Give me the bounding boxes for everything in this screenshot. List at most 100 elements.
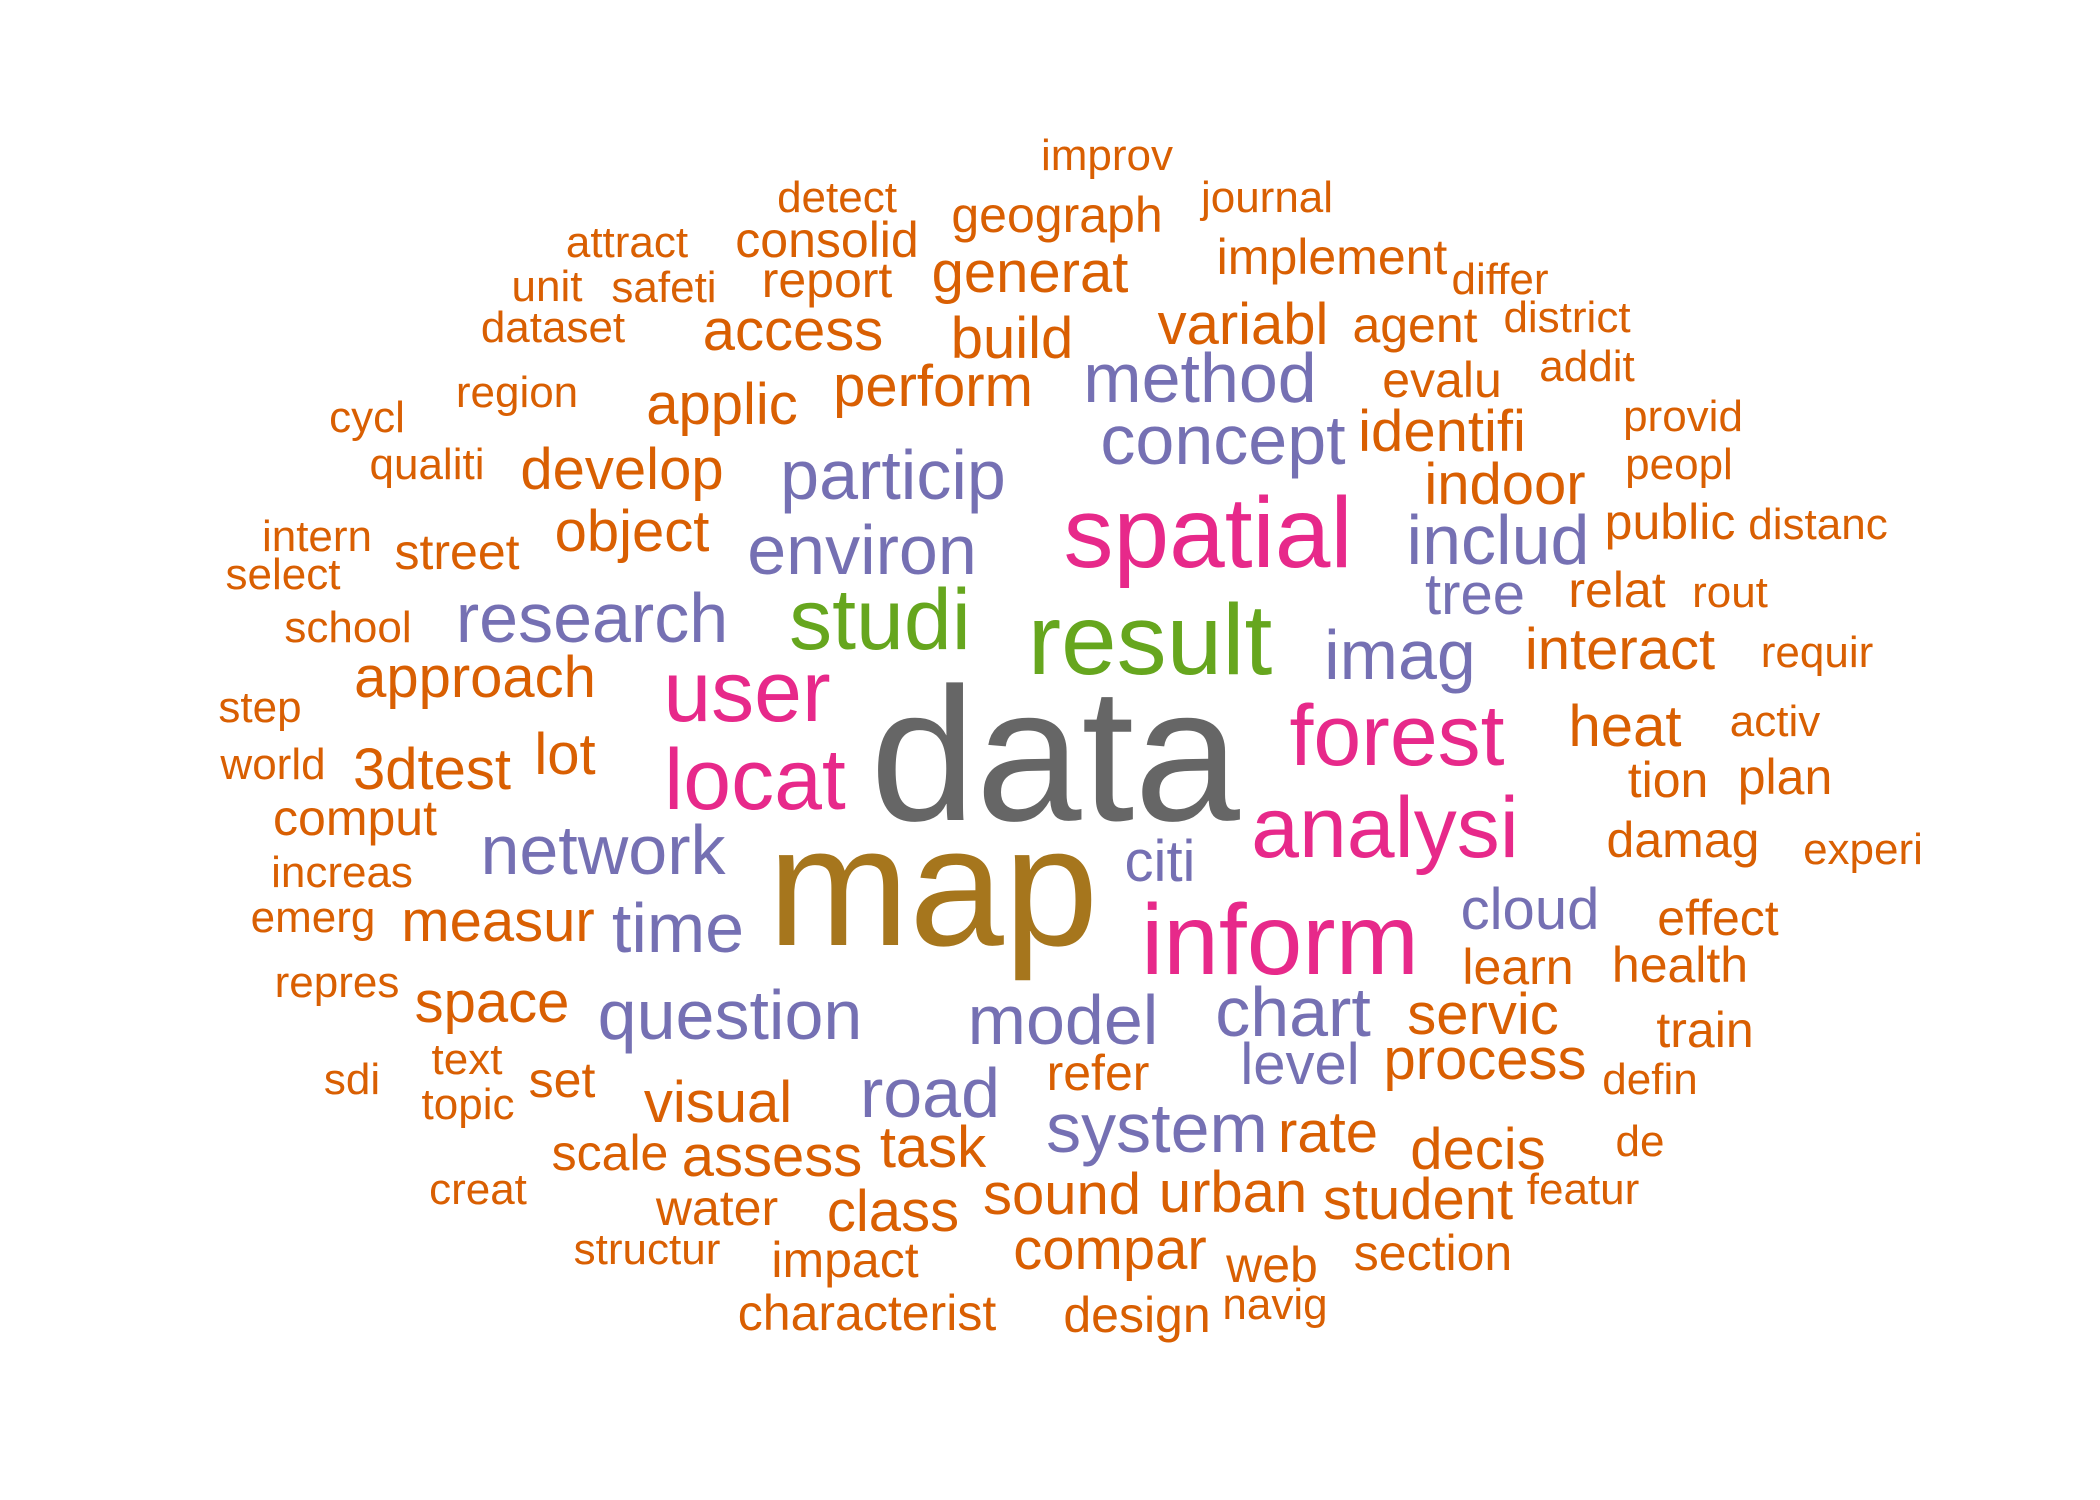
word-build: build [950, 306, 1074, 371]
word-user: user [663, 644, 831, 740]
word-agent: agent [1352, 297, 1478, 353]
word-identifi: identifi [1358, 399, 1526, 464]
word-refer: refer [1046, 1045, 1150, 1101]
word-sound: sound [982, 1162, 1142, 1227]
word-urban: urban [1158, 1160, 1308, 1225]
word-unit: unit [511, 262, 583, 311]
word-de: de [1615, 1117, 1665, 1166]
word-variabl: variabl [1157, 292, 1329, 357]
word-world: world [220, 740, 326, 789]
word-district: district [1503, 293, 1631, 342]
word-topic: topic [421, 1080, 515, 1129]
word-scale: scale [551, 1125, 669, 1181]
word-forest: forest [1289, 688, 1505, 784]
word-improv: improv [1040, 131, 1174, 180]
word-train: train [1656, 1002, 1754, 1058]
word-locat: locat [664, 732, 846, 828]
word-cycl: cycl [329, 393, 405, 442]
word-school: school [284, 603, 412, 652]
word-environ: environ [747, 511, 977, 589]
word-distanc: distanc [1748, 500, 1888, 549]
word-level: level [1240, 1032, 1360, 1097]
word-inform: inform [1141, 884, 1419, 996]
word-safeti: safeti [611, 263, 717, 312]
word-implement: implement [1216, 229, 1448, 285]
word-rate: rate [1278, 1100, 1378, 1165]
word-particip: particip [780, 436, 1006, 514]
word-tree: tree [1425, 562, 1525, 627]
word-emerg: emerg [250, 893, 376, 942]
word-detect: detect [777, 173, 897, 222]
word-map: map [767, 792, 1099, 982]
word-approach: approach [354, 645, 596, 710]
word-system: system [1046, 1089, 1268, 1167]
word-time: time [611, 889, 745, 967]
word-model: model [967, 981, 1159, 1059]
word-step: step [218, 683, 302, 732]
word-data: data [870, 649, 1240, 861]
word-relat: relat [1568, 562, 1666, 618]
word-heat: heat [1568, 694, 1682, 759]
word-process: process [1383, 1027, 1587, 1092]
word-space: space [414, 970, 570, 1035]
word-text: text [431, 1035, 503, 1084]
word-indoor: indoor [1424, 452, 1586, 517]
word-section: section [1353, 1225, 1513, 1281]
word-plan: plan [1737, 749, 1833, 805]
word-peopl: peopl [1625, 440, 1733, 489]
word-geograph: geograph [951, 187, 1163, 243]
word-evalu: evalu [1382, 352, 1502, 408]
word-dataset: dataset [480, 303, 626, 352]
word-develop: develop [520, 437, 724, 502]
word-research: research [455, 579, 729, 657]
word-road: road [859, 1054, 1001, 1132]
word-experi: experi [1803, 825, 1923, 874]
word-public: public [1604, 494, 1736, 550]
word-navig: navig [1222, 1280, 1328, 1329]
word-servic: servic [1407, 982, 1559, 1047]
word-provid: provid [1623, 392, 1743, 441]
word-method: method [1083, 339, 1317, 417]
word-learn: learn [1462, 939, 1574, 995]
word-attract: attract [565, 218, 689, 267]
word-includ: includ [1406, 501, 1590, 579]
word-spatial: spatial [1063, 477, 1353, 589]
word-class: class [826, 1179, 960, 1244]
word-repres: repres [274, 958, 400, 1007]
word-qualiti: qualiti [369, 440, 485, 489]
word-studi: studi [789, 572, 971, 668]
word-comput: comput [273, 790, 437, 846]
word-access: access [702, 298, 884, 363]
word-requir: requir [1760, 628, 1874, 677]
word-assess: assess [681, 1124, 863, 1189]
word-characterist: characterist [737, 1285, 997, 1341]
word-intern: intern [261, 512, 373, 561]
word-street: street [394, 524, 520, 580]
word-journal: journal [1200, 173, 1334, 222]
word-interact: interact [1524, 617, 1716, 682]
word-measur: measur [401, 889, 595, 954]
word-addit: addit [1539, 342, 1635, 391]
word-tion: tion [1627, 752, 1709, 808]
word-health: health [1611, 937, 1749, 993]
word-creat: creat [429, 1165, 527, 1214]
word-defin: defin [1602, 1055, 1698, 1104]
word-cloud: cloud [1460, 877, 1600, 942]
word-increas: increas [271, 848, 413, 897]
word-report: report [761, 252, 893, 308]
word-visual: visual [643, 1070, 793, 1135]
word-generat: generat [931, 240, 1129, 305]
word-design: design [1063, 1287, 1211, 1343]
word-differ: differ [1451, 255, 1549, 304]
word-consolid: consolid [735, 212, 919, 268]
word-compar: compar [1013, 1217, 1207, 1282]
word-sdi: sdi [323, 1055, 381, 1104]
word-chart: chart [1215, 973, 1371, 1051]
word-lot: lot [534, 722, 596, 787]
word-rout: rout [1692, 568, 1768, 617]
word-water: water [655, 1180, 779, 1236]
word-perform: perform [833, 354, 1033, 419]
word-analysi: analysi [1251, 780, 1519, 876]
word-featur: featur [1526, 1165, 1640, 1214]
word-activ: activ [1729, 697, 1821, 746]
